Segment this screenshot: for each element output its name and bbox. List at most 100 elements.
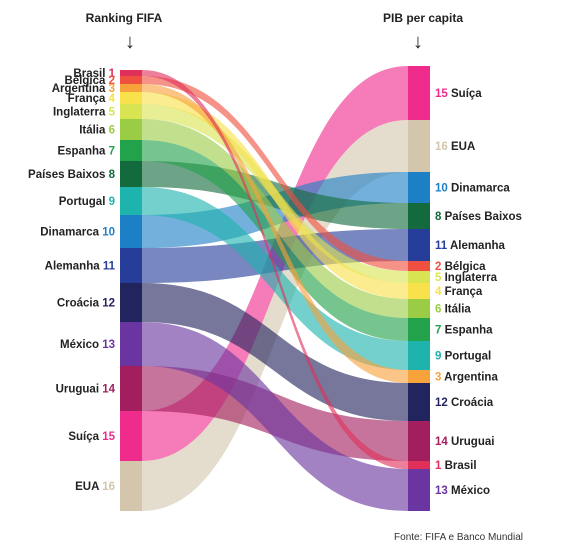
- gdp-country-name: EUA: [451, 141, 475, 153]
- fifa-bar-suica: [120, 411, 142, 461]
- gdp-label-alemanha: 11 Alemanha: [435, 240, 506, 252]
- flow-italia: [142, 119, 408, 318]
- gdp-bar-mexico: [408, 469, 430, 511]
- gdp-country-name: Países Baixos: [445, 211, 522, 223]
- fifa-bar-eua: [120, 461, 142, 511]
- fifa-rank-number: 12: [102, 298, 115, 310]
- fifa-label-alemanha: Alemanha 11: [45, 261, 116, 273]
- fifa-rank-number: 6: [109, 125, 115, 137]
- gdp-country-name: Alemanha: [450, 240, 506, 252]
- fifa-bar-italia: [120, 119, 142, 140]
- fifa-bar-paises-baixos: [120, 161, 142, 187]
- gdp-rank-number: 12: [435, 397, 451, 409]
- flow-franca: [142, 92, 408, 299]
- fifa-label-argentina: Argentina 3: [52, 83, 115, 95]
- fifa-country-name: Suíça: [68, 431, 102, 443]
- right-axis-title: PIB per capita: [383, 11, 463, 25]
- fifa-rank-number: 13: [102, 339, 115, 351]
- gdp-country-name: Bélgica: [445, 261, 487, 273]
- gdp-label-uruguai: 14 Uruguai: [435, 436, 494, 448]
- gdp-bar-eua: [408, 120, 430, 172]
- flow-croacia: [142, 283, 408, 421]
- fifa-bar-dinamarca: [120, 215, 142, 248]
- fifa-rank-number: 7: [109, 146, 115, 158]
- gdp-label-argentina: 3 Argentina: [435, 372, 498, 384]
- fifa-label-uruguai: Uruguai 14: [56, 384, 116, 396]
- gdp-country-name: Portugal: [445, 351, 492, 363]
- gdp-bar-dinamarca: [408, 172, 430, 203]
- gdp-rank-number: 8: [435, 211, 445, 223]
- gdp-label-espanha: 7 Espanha: [435, 325, 493, 337]
- gdp-rank-number: 5: [435, 272, 445, 284]
- fifa-country-name: Portugal: [59, 196, 109, 208]
- gdp-country-name: Argentina: [444, 372, 498, 384]
- right-down-arrow-icon: ↓: [413, 31, 423, 53]
- fifa-country-name: EUA: [75, 481, 102, 493]
- gdp-country-name: México: [451, 485, 490, 497]
- gdp-bar-uruguai: [408, 421, 430, 461]
- fifa-bar-argentina: [120, 84, 142, 92]
- flow-belgica: [142, 76, 408, 271]
- fifa-rank-number: 5: [109, 107, 116, 119]
- fifa-rank-number: 3: [109, 83, 115, 95]
- fifa-country-name: Inglaterra: [53, 107, 109, 119]
- fifa-label-mexico: México 13: [60, 339, 115, 351]
- fifa-country-name: Bélgica: [64, 75, 108, 87]
- gdp-bar-suica: [408, 66, 430, 120]
- fifa-bar-brasil: [120, 70, 142, 76]
- gdp-country-name: Brasil: [445, 460, 477, 472]
- fifa-rank-number: 16: [102, 481, 115, 493]
- fifa-country-name: Brasil: [73, 68, 108, 80]
- gdp-label-suica: 15 Suíça: [435, 88, 482, 100]
- gdp-rank-number: 14: [435, 436, 451, 448]
- left-axis-title: Ranking FIFA: [86, 11, 163, 25]
- fifa-rank-number: 1: [109, 68, 116, 80]
- fifa-bar-uruguai: [120, 366, 142, 411]
- flow-portugal: [142, 187, 408, 370]
- fifa-bar-espanha: [120, 140, 142, 161]
- fifa-rank-bars: [120, 70, 142, 511]
- fifa-rank-number: 11: [103, 261, 116, 273]
- fifa-rank-number: 14: [102, 384, 115, 396]
- fifa-country-name: Argentina: [52, 83, 109, 95]
- gdp-rank-number: 6: [435, 304, 445, 316]
- flow-mexico: [142, 322, 408, 511]
- gdp-label-italia: 6 Itália: [435, 304, 471, 316]
- gdp-label-eua: 16 EUA: [435, 141, 475, 153]
- fifa-label-espanha: Espanha 7: [57, 146, 115, 158]
- gdp-country-name: Espanha: [445, 325, 494, 337]
- fifa-label-dinamarca: Dinamarca 10: [40, 227, 115, 239]
- gdp-bar-italia: [408, 299, 430, 318]
- gdp-country-name: Uruguai: [451, 436, 494, 448]
- gdp-label-inglaterra: 5 Inglaterra: [435, 272, 498, 284]
- gdp-rank-number: 11: [435, 240, 450, 252]
- fifa-label-eua: EUA 16: [75, 481, 115, 493]
- fifa-country-name: Uruguai: [56, 384, 103, 396]
- gdp-rank-bars: [408, 66, 430, 511]
- fifa-label-croacia: Croácia 12: [57, 298, 115, 310]
- fifa-rank-number: 8: [109, 169, 116, 181]
- gdp-country-name: Itália: [445, 304, 472, 316]
- gdp-rank-number: 16: [435, 141, 451, 153]
- gdp-rank-number: 10: [435, 183, 451, 195]
- gdp-label-croacia: 12 Croácia: [435, 397, 494, 409]
- gdp-country-name: Dinamarca: [451, 183, 510, 195]
- gdp-label-franca: 4 França: [435, 286, 483, 298]
- gdp-rank-number: 4: [435, 286, 445, 298]
- gdp-bar-brasil: [408, 461, 430, 469]
- gdp-bar-argentina: [408, 370, 430, 383]
- gdp-label-portugal: 9 Portugal: [435, 351, 491, 363]
- gdp-rank-number: 1: [435, 460, 445, 472]
- gdp-country-name: Inglaterra: [445, 272, 498, 284]
- fifa-bar-belgica: [120, 76, 142, 84]
- gdp-bar-croacia: [408, 383, 430, 421]
- fifa-rank-number: 4: [109, 93, 116, 105]
- fifa-label-italia: Itália 6: [79, 125, 115, 137]
- fifa-label-portugal: Portugal 9: [59, 196, 115, 208]
- fifa-bar-croacia: [120, 283, 142, 322]
- fifa-country-name: Dinamarca: [40, 227, 102, 239]
